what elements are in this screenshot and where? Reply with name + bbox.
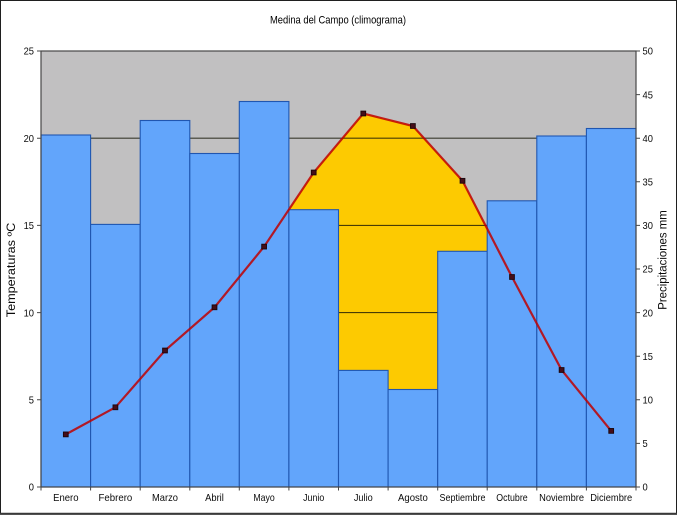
svg-text:Enero: Enero: [53, 492, 79, 504]
svg-text:Noviembre: Noviembre: [539, 492, 584, 504]
svg-text:Julio: Julio: [354, 492, 373, 504]
svg-text:Medina del Campo (climograma): Medina del Campo (climograma): [270, 15, 406, 27]
svg-text:0: 0: [29, 482, 34, 494]
svg-text:Precipitaciones mm: Precipitaciones mm: [658, 210, 670, 310]
svg-text:0: 0: [643, 482, 648, 494]
svg-text:Diciembre: Diciembre: [590, 492, 632, 504]
svg-text:5: 5: [29, 395, 34, 407]
svg-text:20: 20: [643, 307, 654, 319]
svg-text:Agosto: Agosto: [398, 492, 428, 504]
svg-text:35: 35: [643, 177, 654, 189]
svg-text:Junio: Junio: [303, 492, 324, 504]
svg-text:Temperaturas ºC: Temperaturas ºC: [6, 223, 18, 318]
svg-text:Septiembre: Septiembre: [440, 492, 486, 504]
svg-text:15: 15: [24, 220, 35, 232]
svg-text:25: 25: [24, 46, 35, 58]
svg-text:30: 30: [643, 220, 654, 232]
svg-text:Mayo: Mayo: [253, 492, 275, 504]
svg-text:15: 15: [643, 351, 654, 363]
svg-text:45: 45: [643, 89, 654, 101]
svg-text:Marzo: Marzo: [152, 492, 178, 504]
svg-text:50: 50: [643, 46, 654, 58]
svg-text:10: 10: [24, 307, 35, 319]
svg-text:5: 5: [643, 438, 648, 450]
svg-text:Febrero: Febrero: [99, 492, 133, 504]
svg-text:40: 40: [643, 133, 654, 145]
svg-text:Octubre: Octubre: [496, 492, 528, 504]
svg-text:20: 20: [24, 133, 35, 145]
svg-text:25: 25: [643, 264, 654, 276]
svg-text:Abril: Abril: [205, 492, 224, 504]
svg-text:10: 10: [643, 395, 654, 407]
